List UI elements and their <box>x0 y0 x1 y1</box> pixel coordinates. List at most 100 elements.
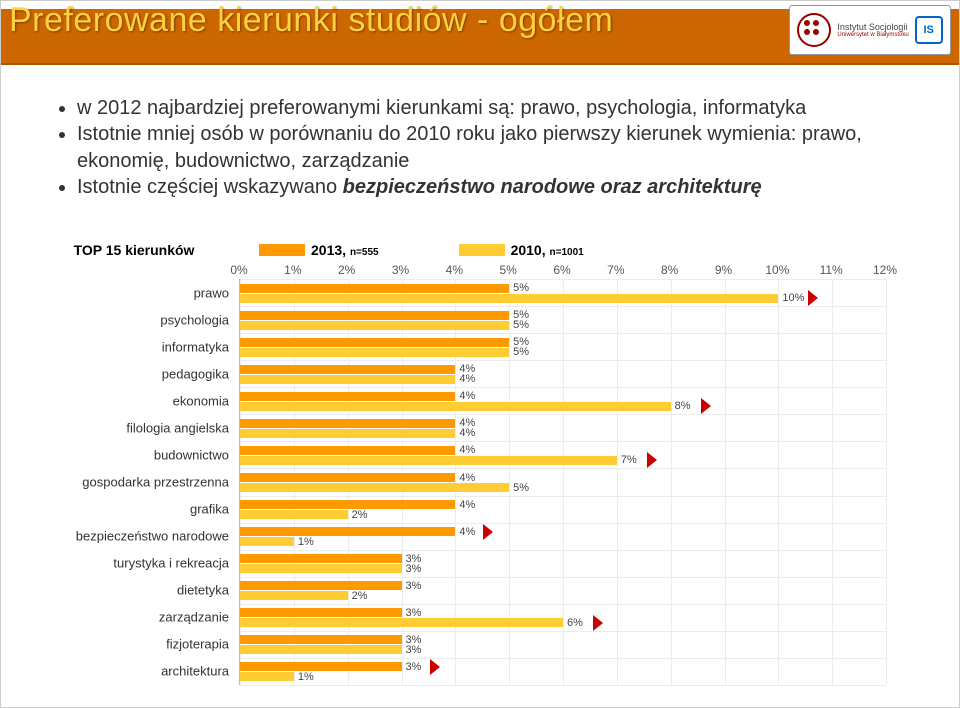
value-label-2010: 1% <box>298 671 314 683</box>
bullet-item: Istotnie częściej wskazywano bezpieczeńs… <box>77 174 941 200</box>
bar-2010 <box>240 645 402 654</box>
value-label-2013: 4% <box>459 472 475 484</box>
category-label: bezpieczeństwo narodowe <box>29 529 239 544</box>
row-gridline <box>240 658 886 659</box>
bullet-text: Istotnie częściej wskazywano <box>77 176 343 198</box>
gridline <box>778 279 779 685</box>
decrease-arrow-icon <box>808 290 818 306</box>
logo-line2: Uniwersytet w Białymstoku <box>837 32 908 38</box>
x-tick-label: 10% <box>765 263 789 277</box>
x-tick-label: 1% <box>284 263 301 277</box>
legend-swatch-icon <box>259 244 305 256</box>
category-label: budownictwo <box>29 447 239 462</box>
category-label: pedagogika <box>29 366 239 381</box>
row-gridline <box>240 306 886 307</box>
bar-2010 <box>240 402 671 411</box>
legend-2013: 2013, n=555 <box>259 242 379 258</box>
plot-area: 5%10%5%5%5%5%4%4%4%8%4%4%4%7%4%5%4%2%4%1… <box>239 279 886 685</box>
x-tick-label: 0% <box>230 263 247 277</box>
slide: Preferowane kierunki studiów - ogółem In… <box>0 0 960 708</box>
row-gridline <box>240 441 886 442</box>
bar-2010 <box>240 429 455 438</box>
value-label-2010: 3% <box>406 644 422 656</box>
row-gridline <box>240 631 886 632</box>
chart-title: TOP 15 kierunków <box>29 242 239 258</box>
value-label-2010: 2% <box>352 590 368 602</box>
category-label: filologia angielska <box>29 420 239 435</box>
legend-label: 2013, n=555 <box>311 242 379 258</box>
bar-2010 <box>240 456 617 465</box>
bar-2010 <box>240 375 455 384</box>
logo: Instytut Socjologii Uniwersytet w Białym… <box>789 5 951 55</box>
row-gridline <box>240 523 886 524</box>
bar-2010 <box>240 537 294 546</box>
category-label: grafika <box>29 502 239 517</box>
row-gridline <box>240 685 886 686</box>
bar-2013 <box>240 311 509 320</box>
row-gridline <box>240 414 886 415</box>
bar-2013 <box>240 500 455 509</box>
chart-header: TOP 15 kierunków 2013, n=555 2010, n=100… <box>29 237 933 263</box>
value-label-2013: 4% <box>459 390 475 402</box>
value-label-2010: 6% <box>567 617 583 629</box>
y-axis-categories: prawopsychologiainformatykapedagogikaeko… <box>29 279 239 685</box>
value-label-2013: 4% <box>459 526 475 538</box>
row-gridline <box>240 387 886 388</box>
value-label-2013: 5% <box>513 282 529 294</box>
logo-is-icon: IS <box>915 16 943 44</box>
bar-2010 <box>240 294 778 303</box>
bar-2013 <box>240 608 402 617</box>
bar-chart: TOP 15 kierunków 2013, n=555 2010, n=100… <box>29 237 933 689</box>
bar-2013 <box>240 365 455 374</box>
category-label: turystyka i rekreacja <box>29 556 239 571</box>
value-label-2010: 4% <box>459 427 475 439</box>
value-label-2010: 2% <box>352 509 368 521</box>
category-label: fizjoterapia <box>29 637 239 652</box>
gridline <box>725 279 726 685</box>
value-label-2010: 7% <box>621 454 637 466</box>
value-label-2013: 4% <box>459 444 475 456</box>
bar-2013 <box>240 635 402 644</box>
row-gridline <box>240 496 886 497</box>
category-label: informatyka <box>29 339 239 354</box>
value-label-2010: 5% <box>513 482 529 494</box>
decrease-arrow-icon <box>647 452 657 468</box>
gridline <box>832 279 833 685</box>
category-label: ekonomia <box>29 393 239 408</box>
value-label-2010: 1% <box>298 536 314 548</box>
bullet-emph: bezpieczeństwo narodowe oraz architektur… <box>343 176 762 198</box>
legend-2010: 2010, n=1001 <box>459 242 584 258</box>
x-tick-label: 11% <box>820 263 843 277</box>
gridline <box>671 279 672 685</box>
decrease-arrow-icon <box>701 398 711 414</box>
value-label-2013: 3% <box>406 607 422 619</box>
increase-arrow-icon <box>430 659 440 675</box>
page-title: Preferowane kierunki studiów - ogółem <box>9 1 613 40</box>
bar-2010 <box>240 564 402 573</box>
bullet-text: Istotnie mniej osób w porównaniu do 2010… <box>77 123 862 171</box>
bar-2010 <box>240 483 509 492</box>
bar-2013 <box>240 473 455 482</box>
value-label-2010: 5% <box>513 346 529 358</box>
x-tick-label: 9% <box>715 263 732 277</box>
bullet-list: w 2012 najbardziej preferowanymi kierunk… <box>19 95 941 201</box>
x-tick-label: 8% <box>661 263 678 277</box>
category-label: gospodarka przestrzenna <box>29 475 239 490</box>
gridline <box>886 279 887 685</box>
category-label: architektura <box>29 664 239 679</box>
increase-arrow-icon <box>483 524 493 540</box>
legend-label: 2010, n=1001 <box>511 242 584 258</box>
bar-2010 <box>240 618 563 627</box>
value-label-2013: 3% <box>406 661 422 673</box>
gridline <box>617 279 618 685</box>
x-tick-label: 7% <box>607 263 624 277</box>
logo-line1: Instytut Socjologii <box>837 23 908 32</box>
bar-2010 <box>240 321 509 330</box>
value-label-2010: 3% <box>406 563 422 575</box>
x-tick-label: 5% <box>499 263 516 277</box>
bar-2013 <box>240 419 455 428</box>
row-gridline <box>240 550 886 551</box>
row-gridline <box>240 279 886 280</box>
category-label: dietetyka <box>29 583 239 598</box>
x-tick-label: 12% <box>873 263 897 277</box>
